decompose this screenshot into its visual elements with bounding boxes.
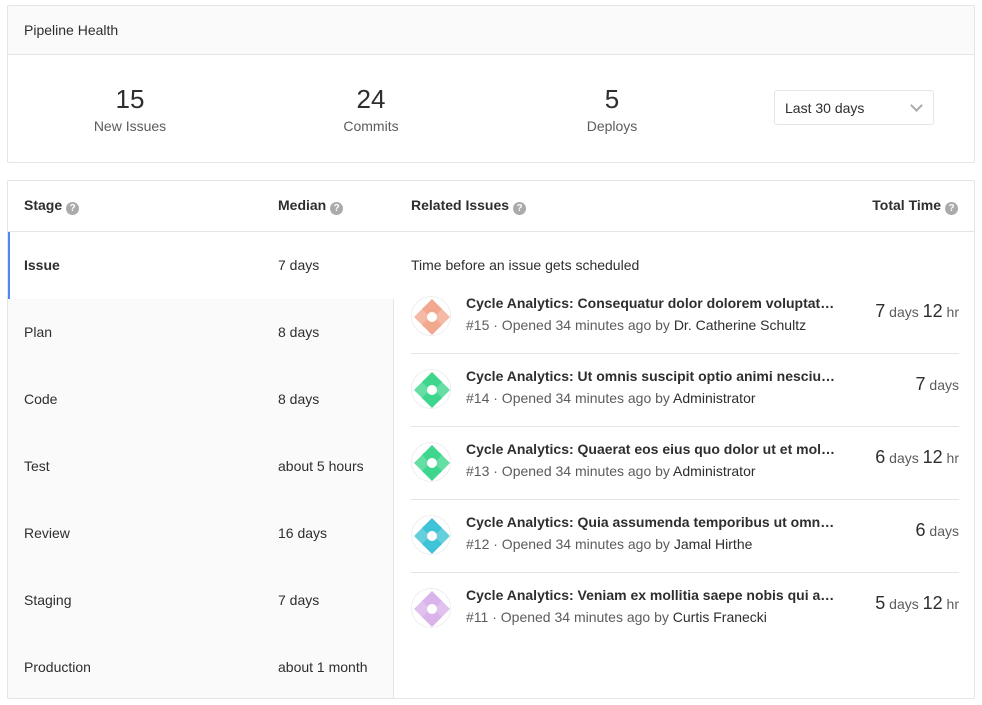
opened-text: · Opened 34 minutes ago by	[493, 317, 670, 333]
issue-row: Cycle Analytics: Quaerat eos eius quo do…	[411, 427, 959, 500]
avatar	[411, 515, 451, 555]
opened-text: · Opened 34 minutes ago by	[493, 390, 670, 406]
author-link[interactable]: Jamal Hirthe	[673, 536, 753, 552]
stage-name: Review	[24, 525, 70, 541]
avatar	[411, 442, 451, 482]
panel-title: Pipeline Health	[8, 6, 974, 55]
issue-list: Cycle Analytics: Consequatur dolor dolor…	[411, 281, 959, 646]
total-time: 6 days	[915, 520, 959, 540]
stat-label: New Issues	[93, 118, 167, 134]
stage-median: 8 days	[278, 391, 320, 407]
avatar	[411, 588, 451, 628]
divider	[8, 231, 974, 232]
stat-value: 24	[356, 84, 386, 114]
header-median: Median?	[278, 197, 344, 215]
author-link[interactable]: Administrator	[673, 463, 756, 479]
issue-row: Cycle Analytics: Veniam ex mollitia saep…	[411, 573, 959, 646]
date-range-dropdown[interactable]: Last 30 days	[774, 90, 934, 125]
stat-commits: 24 Commits	[271, 84, 471, 134]
total-time: 7 days	[915, 374, 959, 394]
stage-name: Test	[24, 458, 50, 474]
stage-median: about 5 hours	[278, 458, 364, 474]
total-time: 5 days 12 hr	[875, 593, 959, 613]
help-icon[interactable]: ?	[513, 202, 527, 215]
stage-item-test[interactable]: Test about 5 hours	[8, 433, 393, 500]
help-icon[interactable]: ?	[945, 202, 958, 215]
author-link[interactable]: Administrator	[673, 390, 756, 406]
avatar	[411, 369, 451, 409]
stage-median: 7 days	[278, 257, 320, 273]
issue-row: Cycle Analytics: Consequatur dolor dolor…	[411, 281, 959, 354]
stat-deploys: 5 Deploys	[512, 84, 712, 134]
stat-value: 5	[604, 84, 620, 114]
issue-meta: #15 · Opened 34 minutes ago by Dr. Cathe…	[466, 317, 806, 333]
stage-name: Issue	[24, 257, 60, 273]
author-link[interactable]: Curtis Franecki	[672, 609, 767, 625]
stage-median: 16 days	[278, 525, 328, 541]
stage-name: Plan	[24, 324, 53, 340]
header-stage: Stage?	[24, 197, 80, 215]
header-total-time: Total Time?	[872, 197, 958, 215]
opened-text: · Opened 34 minutes ago by	[493, 463, 670, 479]
stat-label: Deploys	[586, 118, 638, 134]
stage-median: about 1 month	[278, 659, 368, 675]
pipeline-health-panel: Pipeline Health 15 New Issues 24 Commits 5…	[7, 5, 975, 163]
issue-title-link[interactable]: Cycle Analytics: Consequatur dolor dolor…	[466, 295, 835, 311]
stat-value: 15	[115, 84, 145, 114]
issue-meta: #12 · Opened 34 minutes ago by Jamal Hir…	[466, 536, 752, 552]
issue-title-link[interactable]: Cycle Analytics: Quia assumenda temporib…	[466, 514, 835, 530]
stage-name: Code	[24, 391, 58, 407]
stage-item-plan[interactable]: Plan 8 days	[8, 299, 393, 366]
issue-title-link[interactable]: Cycle Analytics: Quaerat eos eius quo do…	[466, 441, 836, 457]
issue-id-link[interactable]: #12	[466, 536, 490, 552]
stage-name: Production	[24, 659, 91, 675]
opened-text: · Opened 34 minutes ago by	[492, 609, 669, 625]
issue-id-link[interactable]: #14	[466, 390, 490, 406]
issue-title-link[interactable]: Cycle Analytics: Veniam ex mollitia saep…	[466, 587, 835, 603]
issue-id-link[interactable]: #13	[466, 463, 490, 479]
date-range-value: Last 30 days	[785, 100, 865, 116]
help-icon[interactable]: ?	[66, 202, 80, 215]
header-related-issues: Related Issues?	[411, 197, 527, 215]
stages-panel: Stage? Median? Related Issues? Total Tim…	[7, 180, 975, 699]
stat-label: Commits	[343, 118, 399, 134]
opened-text: · Opened 34 minutes ago by	[493, 536, 670, 552]
issue-meta: #13 · Opened 34 minutes ago by Administr…	[466, 463, 756, 479]
total-time: 7 days 12 hr	[875, 301, 959, 321]
issue-row: Cycle Analytics: Ut omnis suscipit optio…	[411, 354, 959, 427]
help-icon[interactable]: ?	[330, 202, 344, 215]
total-time: 6 days 12 hr	[875, 447, 959, 467]
avatar	[411, 296, 451, 336]
chevron-down-icon	[910, 99, 923, 112]
stat-new-issues: 15 New Issues	[30, 84, 230, 134]
issue-id-link[interactable]: #15	[466, 317, 490, 333]
stage-list: Issue 7 days Plan 8 days Code 8 days Test about…	[8, 232, 394, 698]
stage-median: 7 days	[278, 592, 320, 608]
stage-item-production[interactable]: Production about 1 month	[8, 634, 393, 698]
issue-id-link[interactable]: #11	[466, 609, 489, 625]
stage-description: Time before an issue gets scheduled	[411, 257, 640, 273]
stage-item-code[interactable]: Code 8 days	[8, 366, 393, 433]
issue-title-link[interactable]: Cycle Analytics: Ut omnis suscipit optio…	[466, 368, 836, 384]
stage-item-review[interactable]: Review 16 days	[8, 500, 393, 567]
issue-meta: #11 · Opened 34 minutes ago by Curtis Fr…	[466, 609, 767, 625]
issue-meta: #14 · Opened 34 minutes ago by Administr…	[466, 390, 756, 406]
stage-item-issue[interactable]: Issue 7 days	[8, 232, 394, 299]
stage-name: Staging	[24, 592, 72, 608]
author-link[interactable]: Dr. Catherine Schultz	[673, 317, 807, 333]
stage-item-staging[interactable]: Staging 7 days	[8, 567, 393, 634]
issue-row: Cycle Analytics: Quia assumenda temporib…	[411, 500, 959, 573]
stage-median: 8 days	[278, 324, 320, 340]
